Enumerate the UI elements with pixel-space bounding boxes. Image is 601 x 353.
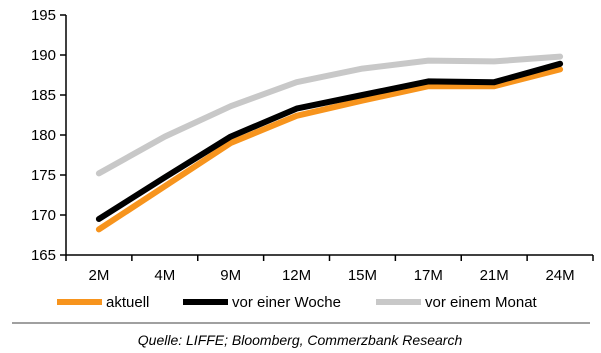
x-tick-label: 4M xyxy=(154,267,175,284)
x-tick-label: 24M xyxy=(545,267,574,284)
legend-label-aktuell: aktuell xyxy=(106,294,149,311)
series-layer xyxy=(95,53,564,233)
y-tick-label: 185 xyxy=(31,87,56,104)
source-label: Quelle: LIFFE; Bloomberg, Commerzbank Re… xyxy=(138,332,463,348)
legend: aktuell vor einer Woche vor einem Monat xyxy=(57,294,538,311)
y-tick-label: 190 xyxy=(31,47,56,64)
x-tick-label: 2M xyxy=(89,267,110,284)
x-tick-label: 21M xyxy=(480,267,509,284)
y-tick-label: 195 xyxy=(31,7,56,24)
legend-label-vor-einem-monat: vor einem Monat xyxy=(425,294,538,311)
series-line-aktuell xyxy=(95,66,564,233)
y-tick-label: 180 xyxy=(31,127,56,144)
x-tick-label: 12M xyxy=(282,267,311,284)
x-axis: 2M 4M 9M 12M 15M 17M 21M 24M xyxy=(65,254,594,284)
y-axis: 165 170 175 180 185 190 195 xyxy=(31,7,67,264)
x-tick-label: 9M xyxy=(220,267,241,284)
y-tick-label: 165 xyxy=(31,247,56,264)
series-line-vor-einer-woche xyxy=(95,60,564,222)
legend-label-vor-einer-woche: vor einer Woche xyxy=(232,294,341,311)
y-tick-label: 175 xyxy=(31,167,56,184)
x-tick-label: 17M xyxy=(414,267,443,284)
y-tick-label: 170 xyxy=(31,207,56,224)
series-line-vor-einem-monat xyxy=(95,53,564,177)
x-tick-label: 15M xyxy=(348,267,377,284)
